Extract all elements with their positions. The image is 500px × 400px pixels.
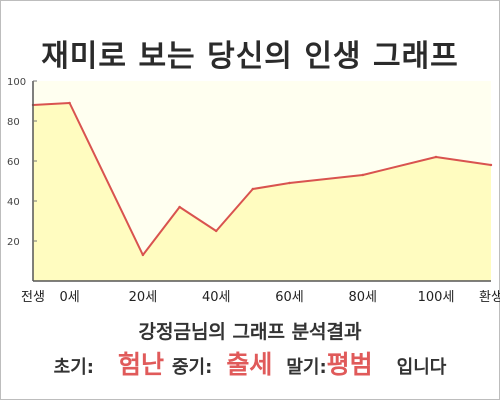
middle-value: 출세 bbox=[226, 350, 273, 379]
x-tick-label-0세: 0세 bbox=[60, 290, 80, 305]
result-suffix: 입니다 bbox=[396, 357, 447, 378]
x-tick-label-60세: 60세 bbox=[275, 290, 304, 305]
x-tick-label-환생: 환생 bbox=[479, 290, 500, 305]
x-tick-label-20세: 20세 bbox=[129, 290, 158, 305]
y-tick-label-40: 40 bbox=[7, 197, 20, 208]
data-point-20세 bbox=[141, 253, 145, 257]
data-point-40세 bbox=[215, 229, 218, 233]
early-label: 초기: bbox=[53, 357, 94, 378]
data-point-100세 bbox=[434, 155, 438, 159]
data-point-환생 bbox=[489, 163, 493, 167]
data-point-60세 bbox=[288, 181, 291, 185]
late-value: 평범 bbox=[326, 350, 373, 379]
y-tick-label-80: 80 bbox=[7, 117, 20, 128]
series-line bbox=[32, 102, 492, 256]
late-label: 말기: bbox=[286, 357, 327, 378]
life-graph-chart: 20 40 60 80 100 전생 0세 20세 40세 60세 80세 100세 환생 bbox=[7, 77, 500, 305]
data-point-30세 bbox=[178, 205, 181, 209]
y-tick-label-100: 100 bbox=[7, 77, 26, 88]
x-tick-label-40세: 40세 bbox=[202, 290, 231, 305]
data-point-50세 bbox=[251, 187, 254, 191]
series-area bbox=[33, 103, 491, 281]
analysis-result: 초기: 험난 중기: 출세 말기: 평범 입니다 bbox=[1, 345, 499, 381]
y-tick-label-60: 60 bbox=[7, 157, 20, 168]
early-value: 험난 bbox=[117, 350, 164, 379]
x-tick-label-80세: 80세 bbox=[349, 290, 378, 305]
y-tick-label-20: 20 bbox=[7, 237, 20, 248]
data-point-80세 bbox=[361, 173, 364, 177]
analysis-title: 강정금님의 그래프 분석결과 bbox=[138, 321, 362, 343]
x-tick-label-전생: 전생 bbox=[21, 290, 45, 305]
page-title: 재미로 보는 당신의 인생 그래프 bbox=[41, 39, 459, 74]
middle-label: 중기: bbox=[171, 357, 213, 378]
x-tick-label-100세: 100세 bbox=[418, 290, 455, 305]
data-point-0세 bbox=[68, 101, 71, 105]
